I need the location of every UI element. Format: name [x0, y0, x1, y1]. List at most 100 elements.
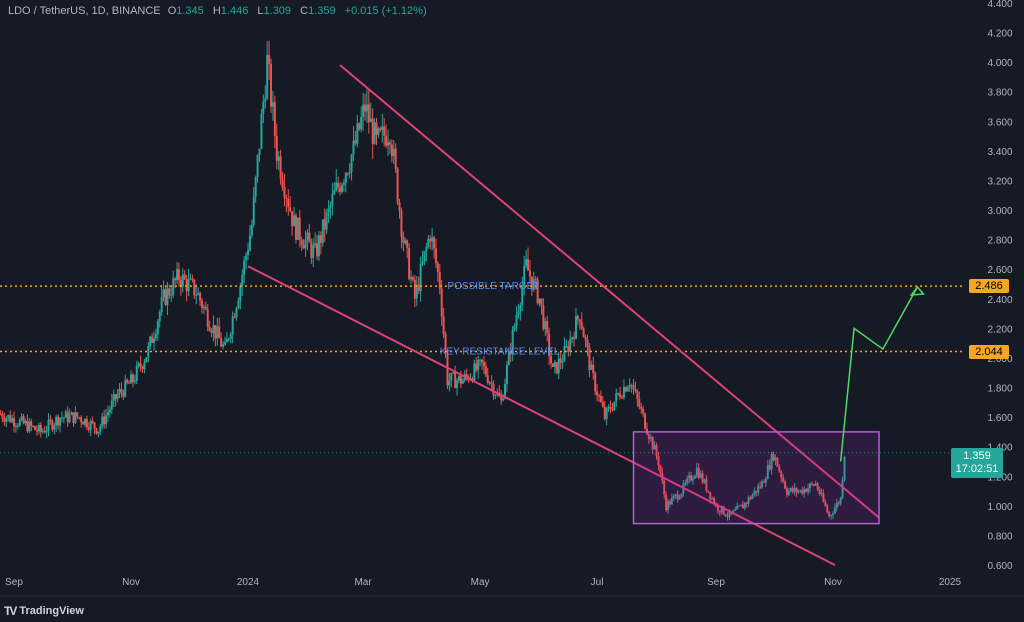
candle-body[interactable]	[185, 279, 188, 292]
candle-body[interactable]	[762, 481, 765, 483]
candle-body[interactable]	[724, 514, 727, 517]
candle-body[interactable]	[822, 492, 825, 502]
candle-body[interactable]	[394, 148, 397, 169]
candle-body[interactable]	[191, 278, 194, 280]
candle-body[interactable]	[308, 232, 311, 243]
candle-body[interactable]	[130, 374, 132, 384]
candle-body[interactable]	[751, 494, 754, 499]
candle-body[interactable]	[112, 394, 115, 401]
candle-body[interactable]	[513, 325, 516, 330]
candle-body[interactable]	[369, 118, 372, 123]
candle-body[interactable]	[241, 275, 244, 286]
candle-body[interactable]	[624, 387, 627, 392]
candle-body[interactable]	[594, 373, 597, 392]
candle-body[interactable]	[371, 118, 374, 144]
candle-body[interactable]	[404, 240, 407, 244]
candle-body[interactable]	[770, 453, 773, 470]
candle-body[interactable]	[398, 202, 401, 211]
candle-body[interactable]	[417, 284, 420, 292]
candle-body[interactable]	[354, 140, 357, 144]
candle-body[interactable]	[688, 475, 691, 479]
candle-body[interactable]	[45, 430, 48, 433]
candle-body[interactable]	[741, 504, 744, 509]
candle-body[interactable]	[555, 362, 558, 374]
candle-body[interactable]	[252, 196, 255, 225]
candle-body[interactable]	[530, 276, 533, 290]
candle-body[interactable]	[613, 401, 616, 410]
candle-body[interactable]	[563, 346, 566, 362]
candle-body[interactable]	[446, 353, 449, 386]
candle-body[interactable]	[43, 431, 46, 433]
channel-upper-trendline[interactable]	[339, 64, 880, 519]
candle-body[interactable]	[314, 243, 317, 246]
candle-body[interactable]	[319, 235, 322, 243]
candle-body[interactable]	[333, 190, 336, 195]
candle-body[interactable]	[668, 501, 671, 505]
candle-body[interactable]	[477, 359, 480, 371]
candle-body[interactable]	[603, 406, 606, 419]
candle-body[interactable]	[199, 293, 202, 301]
candle-body[interactable]	[839, 497, 842, 504]
candle-body[interactable]	[316, 243, 319, 257]
candle-body[interactable]	[473, 363, 476, 381]
candle-body[interactable]	[465, 374, 468, 377]
candle-body[interactable]	[135, 365, 138, 381]
candle-body[interactable]	[642, 408, 645, 414]
candle-body[interactable]	[546, 321, 549, 334]
candle-body[interactable]	[181, 274, 184, 287]
candle-body[interactable]	[195, 294, 198, 296]
accumulation-range-box[interactable]	[632, 431, 880, 525]
candle-body[interactable]	[634, 389, 637, 391]
candle-body[interactable]	[502, 398, 505, 401]
candle-body[interactable]	[828, 512, 831, 516]
candle-body[interactable]	[356, 123, 359, 144]
candle-body[interactable]	[279, 156, 282, 180]
candle-body[interactable]	[39, 424, 42, 432]
candle-body[interactable]	[59, 417, 62, 426]
candle-body[interactable]	[26, 421, 29, 432]
candle-body[interactable]	[277, 156, 280, 161]
candle-body[interactable]	[713, 498, 716, 505]
candle-body[interactable]	[9, 415, 12, 422]
candle-body[interactable]	[753, 490, 756, 495]
candle-body[interactable]	[32, 426, 35, 428]
candle-body[interactable]	[400, 210, 403, 237]
candle-body[interactable]	[534, 278, 537, 280]
candle-body[interactable]	[711, 498, 714, 500]
candle-body[interactable]	[28, 421, 31, 432]
candle-body[interactable]	[548, 333, 551, 357]
candle-body[interactable]	[339, 187, 342, 192]
candle-body[interactable]	[764, 478, 767, 483]
candle-body[interactable]	[504, 384, 507, 399]
candle-body[interactable]	[396, 168, 399, 203]
candle-body[interactable]	[160, 297, 163, 312]
candle-body[interactable]	[757, 486, 760, 493]
candle-body[interactable]	[444, 333, 447, 354]
candle-body[interactable]	[580, 321, 583, 329]
candle-body[interactable]	[598, 395, 600, 397]
candle-body[interactable]	[492, 383, 495, 396]
candle-body[interactable]	[294, 215, 297, 240]
candle-body[interactable]	[262, 101, 265, 115]
candle-body[interactable]	[72, 412, 75, 424]
candle-body[interactable]	[193, 279, 196, 296]
candle-body[interactable]	[283, 187, 286, 198]
candle-body[interactable]	[795, 487, 798, 493]
candle-body[interactable]	[425, 246, 428, 252]
candle-body[interactable]	[803, 488, 806, 494]
candle-body[interactable]	[718, 510, 721, 513]
candle-body[interactable]	[64, 411, 67, 418]
candle-body[interactable]	[266, 55, 269, 99]
candle-body[interactable]	[808, 483, 811, 489]
candle-body[interactable]	[235, 308, 238, 318]
candle-body[interactable]	[350, 155, 353, 172]
candle-body[interactable]	[177, 269, 180, 281]
candle-body[interactable]	[684, 483, 687, 485]
candle-body[interactable]	[640, 407, 643, 409]
candle-body[interactable]	[693, 475, 696, 479]
candle-body[interactable]	[302, 245, 305, 249]
candle-body[interactable]	[434, 248, 437, 264]
candle-body[interactable]	[162, 289, 165, 298]
candle-body[interactable]	[114, 394, 117, 400]
candle-body[interactable]	[176, 269, 179, 281]
